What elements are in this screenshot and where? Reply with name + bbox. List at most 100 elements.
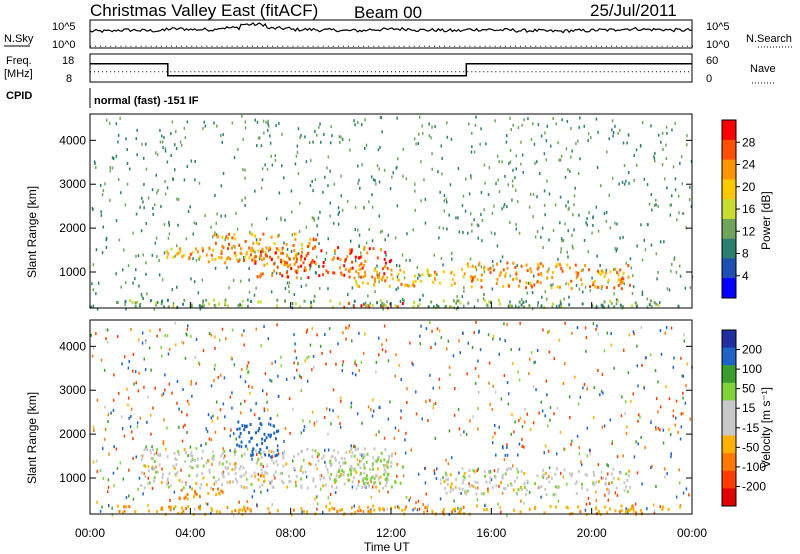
echo-region-0 <box>339 472 342 476</box>
echo-region-0 <box>609 300 612 303</box>
echo-region-4 <box>362 456 365 460</box>
echo-region-5 <box>471 279 473 283</box>
echo-region-0 <box>150 457 153 461</box>
echo-region-0 <box>259 452 262 456</box>
echo-region-5 <box>570 287 573 291</box>
echo-region-4 <box>397 278 399 282</box>
echo-region-1 <box>499 481 502 485</box>
echo-region-1 <box>581 486 584 490</box>
echo-region-3 <box>241 424 244 428</box>
echo-region-5 <box>601 284 604 288</box>
echo-region-1 <box>548 480 551 484</box>
echo-region-0 <box>190 303 193 307</box>
echo-region-5 <box>576 274 579 278</box>
echo-region-4 <box>364 274 367 278</box>
echo-region-1 <box>595 480 598 484</box>
velocity-panel <box>89 319 693 515</box>
echo-region-5 <box>619 282 622 285</box>
echo-region-5 <box>121 511 124 515</box>
echo-region-4 <box>397 272 400 276</box>
echo-region-5 <box>639 509 642 512</box>
echo-region-0 <box>266 472 268 475</box>
echo-region-0 <box>154 301 157 305</box>
echo-region-5 <box>404 507 407 511</box>
echo-region-3 <box>267 433 270 437</box>
echo-region-5 <box>534 505 537 509</box>
echo-region-1 <box>461 487 464 491</box>
echo-region-1 <box>476 481 479 485</box>
echo-region-1 <box>234 237 237 241</box>
echo-region-1 <box>607 488 610 492</box>
echo-region-2 <box>339 266 341 270</box>
echo-region-5 <box>525 263 528 267</box>
echo-region-2 <box>360 255 363 259</box>
echo-region-5 <box>515 276 518 280</box>
echo-region-0 <box>221 462 224 466</box>
echo-region-1 <box>207 260 210 264</box>
echo-region-1 <box>474 480 477 484</box>
echo-region-4 <box>353 468 356 472</box>
echo-region-1 <box>526 479 529 483</box>
echo-region-0 <box>201 449 204 453</box>
echo-region-0 <box>166 482 168 486</box>
echo-region-0 <box>172 464 175 468</box>
echo-region-1 <box>280 261 283 265</box>
echo-region-5 <box>485 508 488 512</box>
echo-region-2 <box>318 274 321 278</box>
echo-region-0 <box>245 486 248 490</box>
echo-region-0 <box>284 299 286 303</box>
echo-region-2 <box>333 271 336 275</box>
echo-region-0 <box>200 305 203 309</box>
echo-region-0 <box>174 472 177 476</box>
freq-line-path <box>90 63 692 77</box>
nsky-line-path <box>89 22 693 34</box>
echo-region-0 <box>551 302 554 306</box>
echo-region-1 <box>575 492 578 496</box>
echo-region-0 <box>222 456 225 460</box>
echo-region-1 <box>251 258 254 262</box>
echo-region-0 <box>293 455 295 459</box>
echo-region-3 <box>179 250 182 254</box>
echo-region-0 <box>603 305 605 309</box>
echo-region-2 <box>270 258 273 262</box>
echo-region-1 <box>625 472 628 476</box>
echo-region-0 <box>339 465 342 469</box>
echo-region-3 <box>244 444 247 448</box>
echo-region-2 <box>300 256 302 260</box>
echo-region-5 <box>381 507 384 511</box>
echo-region-4 <box>403 270 405 274</box>
echo-region-2 <box>362 275 365 279</box>
echo-region-0 <box>242 466 245 470</box>
echo-region-4 <box>363 466 366 470</box>
echo-region-2 <box>348 275 351 279</box>
echo-region-3 <box>270 455 273 459</box>
echo-region-1 <box>445 491 448 495</box>
echo-region-1 <box>253 260 256 263</box>
echo-region-2 <box>340 273 343 277</box>
echo-region-4 <box>363 270 366 274</box>
echo-region-0 <box>202 304 205 308</box>
echo-region-0 <box>300 450 303 454</box>
velocity-colorbar: 200 100 50 15 -15 -50 -100 -200 <box>721 329 766 507</box>
echo-region-4 <box>373 268 376 272</box>
echo-region-5 <box>123 505 126 509</box>
echo-region-4 <box>385 477 388 481</box>
echo-region-5 <box>593 279 596 283</box>
echo-region-1 <box>213 233 216 237</box>
power-ytick-label: 3000 <box>59 177 86 191</box>
echo-region-5 <box>147 509 150 513</box>
echo-region-1 <box>294 253 297 257</box>
echo-region-2 <box>303 269 306 273</box>
echo-region-2 <box>350 248 353 252</box>
echo-region-0 <box>357 447 359 451</box>
echo-region-2 <box>286 261 288 265</box>
echo-region-0 <box>155 448 158 452</box>
velocity-colorbar-label: 200 <box>742 343 762 357</box>
xtick-label: 08:00 <box>276 526 306 540</box>
echo-region-1 <box>592 481 595 485</box>
echo-region-0 <box>266 464 269 468</box>
echo-region-2 <box>279 272 282 276</box>
echo-region-1 <box>228 242 230 246</box>
xtick-label: 16:00 <box>476 526 506 540</box>
echo-region-2 <box>331 258 334 261</box>
